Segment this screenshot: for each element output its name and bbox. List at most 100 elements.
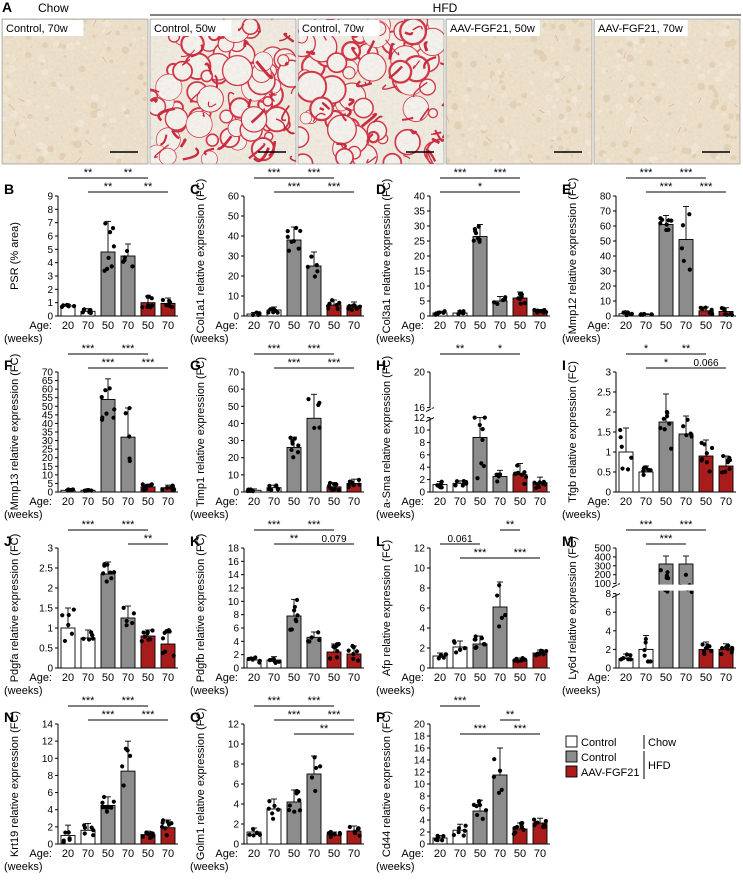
x-tick-label: 70 xyxy=(640,672,652,684)
data-point xyxy=(276,807,281,812)
significance-label: *** xyxy=(328,181,342,193)
data-point xyxy=(642,311,647,317)
data-point xyxy=(295,613,300,618)
panel-letter: D xyxy=(376,181,386,197)
legend-swatch xyxy=(565,750,578,763)
significance-label: *** xyxy=(474,723,488,735)
bar xyxy=(120,436,136,493)
histology-image: AAV-FGF21, 70w xyxy=(593,18,741,165)
data-point xyxy=(99,417,105,422)
data-point xyxy=(700,457,705,462)
x-tick-label: 50 xyxy=(700,496,712,508)
image-border xyxy=(297,18,445,165)
data-point xyxy=(290,441,295,446)
y-tick-label: 20 xyxy=(414,368,426,379)
y-tick-label: 300 xyxy=(594,561,611,572)
data-point xyxy=(621,310,626,315)
significance-label: 0.066 xyxy=(693,358,718,369)
x-tick-label: 20 xyxy=(62,496,74,508)
data-point xyxy=(515,463,520,468)
x-tick-label: 50 xyxy=(474,672,486,684)
x-tick-label: 50 xyxy=(102,672,114,684)
x-tick-label: 20 xyxy=(620,672,632,684)
x-tick-label: 70 xyxy=(82,496,94,508)
panel-letter: F xyxy=(4,357,13,373)
data-point xyxy=(165,485,170,490)
data-point xyxy=(104,411,109,416)
y-tick-label: 6 xyxy=(47,232,53,243)
break-gap xyxy=(617,584,737,591)
weeks-label: (weeks) xyxy=(4,861,43,873)
data-point xyxy=(669,218,674,223)
x-tick-label: 50 xyxy=(328,496,340,508)
significance-label: * xyxy=(498,343,503,355)
significance-label: *** xyxy=(680,519,694,531)
data-point xyxy=(649,312,654,317)
y-tick-label: 12 xyxy=(414,544,426,555)
x-tick-label: 70 xyxy=(494,496,506,508)
significance-label: *** xyxy=(660,181,674,193)
y-tick-label: 8 xyxy=(605,589,611,600)
data-point xyxy=(250,657,255,662)
y-tick-label: 2 xyxy=(233,820,239,831)
data-point xyxy=(149,834,154,840)
y-tick-label: 40 xyxy=(228,419,240,430)
data-point xyxy=(270,811,275,816)
data-point xyxy=(543,818,548,824)
data-point xyxy=(665,570,670,575)
data-point xyxy=(620,466,625,471)
x-tick-label: 50 xyxy=(660,672,672,684)
significance-label: *** xyxy=(308,167,322,179)
bar xyxy=(638,471,654,493)
y-tick-label: 4 xyxy=(233,800,239,811)
data-point xyxy=(67,836,72,841)
data-point xyxy=(461,833,466,838)
y-tick-label: 10 xyxy=(600,297,612,308)
data-point xyxy=(314,765,319,771)
data-point xyxy=(520,820,525,826)
y-tick-label: 8 xyxy=(233,760,239,771)
data-point xyxy=(82,825,88,830)
x-tick-label: 70 xyxy=(720,672,732,684)
group-label-chow: Chow xyxy=(38,1,69,15)
y-tick-label: 3 xyxy=(47,272,53,283)
data-point xyxy=(523,475,529,480)
data-point xyxy=(533,485,539,490)
x-tick-label: 70 xyxy=(308,672,320,684)
y-axis-label: Afp relative expression (FC) xyxy=(381,540,393,676)
data-point xyxy=(309,775,315,780)
x-tick-label: 70 xyxy=(680,320,692,332)
data-point xyxy=(292,608,297,613)
data-point xyxy=(477,239,482,244)
significance-label: *** xyxy=(494,167,508,179)
data-point xyxy=(306,639,311,644)
data-point xyxy=(101,794,107,800)
significance-label: *** xyxy=(288,709,302,721)
data-point xyxy=(629,455,634,460)
data-point xyxy=(669,446,674,451)
data-point xyxy=(520,656,525,662)
data-point xyxy=(328,834,333,840)
x-tick-label: 20 xyxy=(434,848,446,860)
y-tick-label: 60 xyxy=(42,385,54,396)
x-tick-label: 20 xyxy=(62,672,74,684)
x-tick-label: 50 xyxy=(514,496,526,508)
legend-group-chow: Chow xyxy=(648,737,676,749)
age-label: Age: xyxy=(587,496,610,508)
y-tick-label: 60 xyxy=(228,192,240,203)
x-tick-label: 70 xyxy=(268,672,280,684)
data-point xyxy=(473,634,478,639)
data-point xyxy=(62,638,68,644)
y-tick-label: 30 xyxy=(42,436,54,447)
age-label: Age: xyxy=(29,672,52,684)
data-point xyxy=(112,407,117,412)
data-point xyxy=(541,481,546,486)
data-point xyxy=(515,470,521,475)
data-point xyxy=(127,753,133,758)
y-tick-label: 15 xyxy=(42,462,54,473)
data-point xyxy=(60,613,65,618)
